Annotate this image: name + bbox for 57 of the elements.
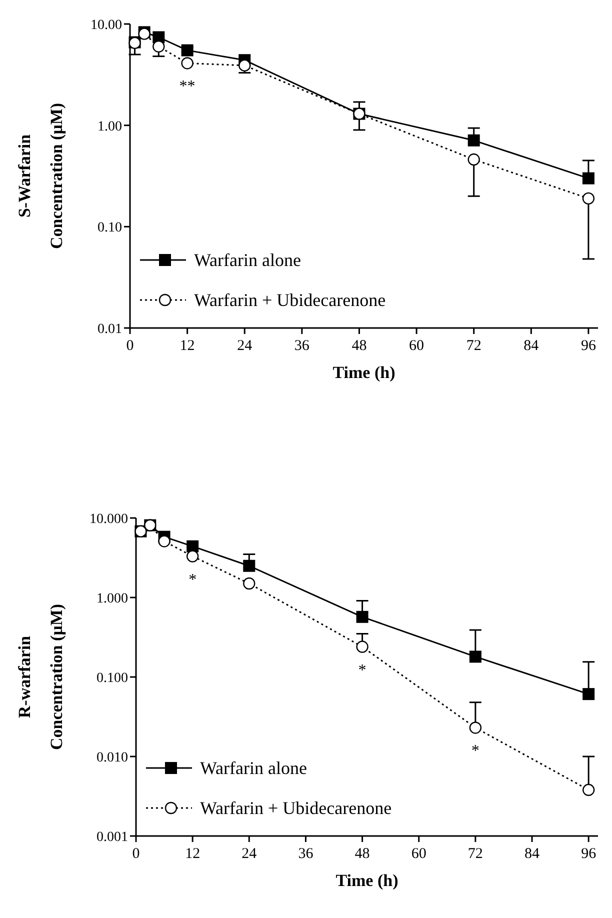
y-tick-label: 0.010 [96,750,128,766]
x-tick-label: 96 [580,338,596,354]
x-tick-label: 60 [411,846,426,862]
point [582,688,595,700]
y-tick-label: 0.01 [98,322,122,337]
legend-label: Warfarin + Ubidecarenone [194,290,386,310]
x-tick-label: 24 [237,338,253,354]
annotation: * [471,742,480,760]
point [582,784,595,796]
legend-label: Warfarin alone [200,758,307,778]
annotation: * [358,662,366,679]
point [469,650,482,663]
x-axis-title: Time (h) [336,871,398,890]
x-tick-label: 12 [185,846,200,862]
point [238,59,251,72]
point [186,550,199,562]
x-tick-label: 0 [126,338,134,354]
point [181,44,194,56]
y-tick-label: 0.001 [96,830,128,845]
point [181,57,194,70]
legend-label: Warfarin + Ubidecarenone [200,798,392,818]
annotation: * [188,571,197,588]
x-tick-label: 84 [524,338,540,354]
x-tick-label: 84 [524,846,540,862]
annotation: ** [179,78,196,96]
y-tick-label: 10.000 [90,512,128,527]
x-tick-label: 96 [581,846,597,862]
x-tick-label: 72 [466,338,482,354]
y-axis-title: R-warfarin Concentration (μM) [15,604,66,750]
x-tick-label: 0 [132,846,140,862]
x-tick-label: 36 [294,338,310,354]
y-tick-label: 1.000 [96,592,128,606]
y-tick-label: 0.10 [98,220,122,236]
y-tick-label: 10.00 [90,18,122,33]
y-tick-label: 0.100 [96,671,128,686]
x-tick-label: 48 [354,846,370,862]
point [468,153,480,166]
point [469,722,482,734]
legend-label: Warfarin alone [194,250,301,270]
point [243,560,256,572]
x-tick-label: 48 [352,338,367,354]
point [468,134,480,146]
point [582,192,595,205]
point [356,610,368,623]
point [356,640,368,653]
x-tick-label: 60 [409,338,424,354]
y-tick-label: 1.00 [98,119,122,134]
x-tick-label: 36 [298,846,314,862]
x-tick-label: 72 [468,846,483,862]
y-axis-title: S-Warfarin Concentration (μM) [15,102,66,250]
x-axis-title: Time (h) [332,363,396,382]
point [582,172,594,184]
point [158,535,170,548]
x-tick-label: 24 [242,846,258,862]
point [243,577,256,590]
x-tick-label: 12 [180,338,195,354]
point [152,40,165,53]
